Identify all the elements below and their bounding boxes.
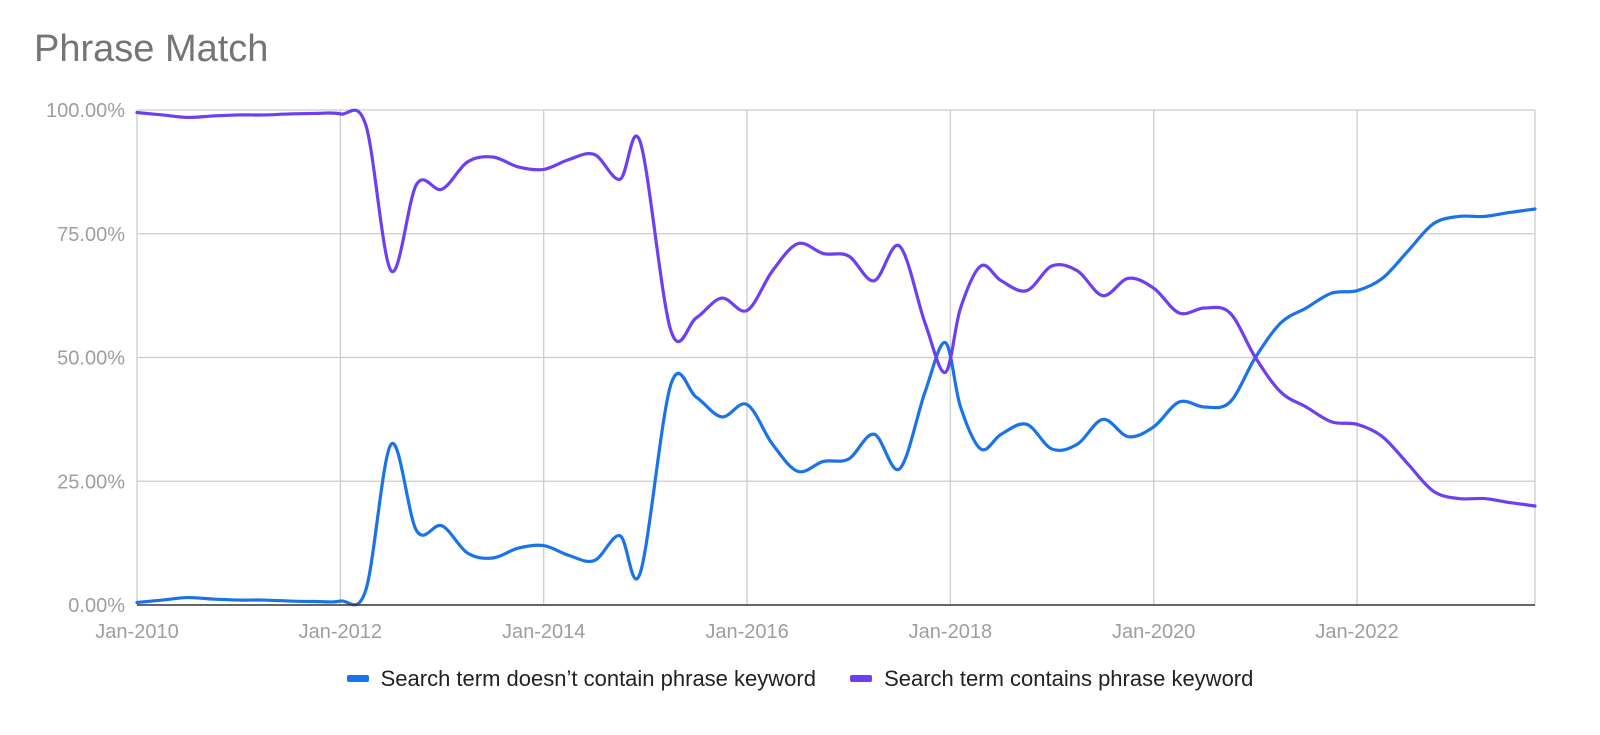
series-lines	[135, 108, 1537, 607]
y-axis-ticks: 100.00% 75.00% 50.00% 25.00% 0.00%	[46, 100, 125, 617]
x-tick-label: Jan-2018	[909, 621, 992, 643]
legend-item-series-2: Search term contains phrase keyword	[850, 666, 1253, 692]
x-tick-label: Jan-2014	[502, 621, 585, 643]
chart-title: Phrase Match	[34, 28, 269, 70]
series-line-2	[135, 108, 1537, 508]
x-tick-label: Jan-2010	[95, 621, 178, 643]
x-tick-label: Jan-2016	[705, 621, 788, 643]
legend-swatch-series-2	[850, 674, 873, 682]
series-line-1	[135, 207, 1537, 607]
legend: Search term doesn’t contain phrase keywo…	[0, 666, 1600, 692]
x-axis-ticks: Jan-2010 Jan-2012 Jan-2014 Jan-2016 Jan-2018…	[95, 621, 1398, 643]
x-tick-label: Jan-2020	[1112, 621, 1195, 643]
legend-label-series-2: Search term contains phrase keyword	[884, 666, 1254, 691]
y-tick-label: 25.00%	[57, 471, 125, 493]
gridlines	[136, 109, 1536, 605]
legend-swatch-series-1	[346, 674, 369, 682]
y-tick-label: 50.00%	[57, 348, 125, 370]
x-tick-label: Jan-2012	[299, 621, 382, 643]
y-tick-label: 0.00%	[68, 595, 125, 617]
x-tick-label: Jan-2022	[1315, 621, 1398, 643]
legend-item-series-1: Search term doesn’t contain phrase keywo…	[346, 666, 816, 692]
y-tick-label: 100.00%	[46, 100, 125, 122]
y-tick-label: 75.00%	[57, 224, 125, 246]
legend-label-series-1: Search term doesn’t contain phrase keywo…	[380, 666, 816, 691]
